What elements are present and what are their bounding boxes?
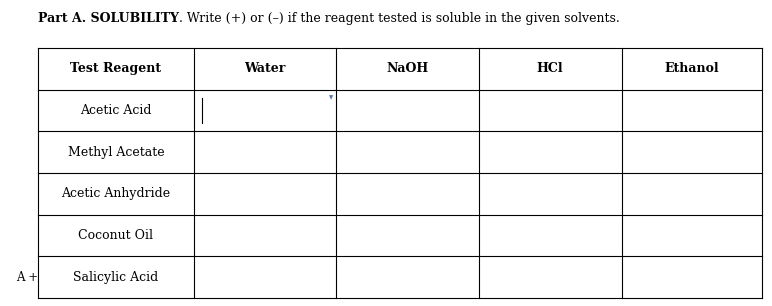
Text: NaOH: NaOH [387, 62, 428, 75]
Text: Test Reagent: Test Reagent [70, 62, 161, 75]
Text: Methyl Acetate: Methyl Acetate [67, 146, 164, 159]
Text: Part A. SOLUBILITY: Part A. SOLUBILITY [38, 12, 179, 25]
Text: Salicylic Acid: Salicylic Acid [73, 271, 158, 284]
Text: ▼: ▼ [329, 96, 334, 101]
Text: Acetic Acid: Acetic Acid [80, 104, 151, 117]
Text: HCl: HCl [537, 62, 564, 75]
Text: A +: A + [16, 271, 38, 284]
Text: Water: Water [244, 62, 286, 75]
Text: Ethanol: Ethanol [665, 62, 719, 75]
Text: Coconut Oil: Coconut Oil [78, 229, 154, 242]
Text: . Write (+) or (–) if the reagent tested is soluble in the given solvents.: . Write (+) or (–) if the reagent tested… [179, 12, 620, 25]
Text: Acetic Anhydride: Acetic Anhydride [61, 187, 171, 200]
